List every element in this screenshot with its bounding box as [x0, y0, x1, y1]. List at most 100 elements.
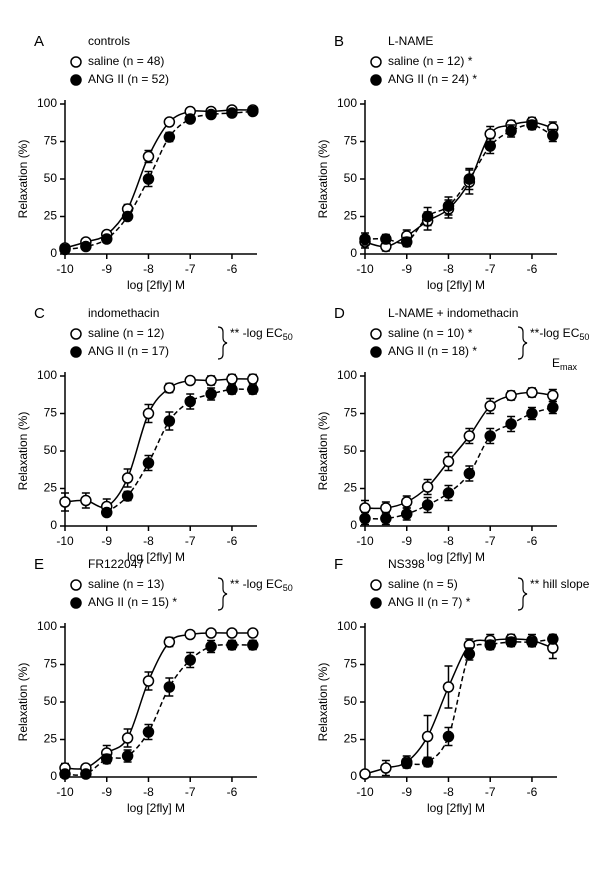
data-point [380, 233, 392, 245]
panel-label: D [334, 305, 345, 322]
data-point [359, 502, 371, 514]
panel-title: NS398 [388, 557, 425, 571]
data-point [463, 648, 476, 660]
data-point [226, 373, 238, 385]
data-point [484, 430, 496, 442]
annotation-text: **-log EC [530, 326, 580, 340]
panel-title: indomethacin [88, 306, 159, 320]
annotation: **-log EC50 [530, 326, 589, 342]
legend-label: saline (n = 12) [88, 326, 164, 340]
data-point [400, 496, 413, 508]
data-point [247, 373, 259, 385]
data-point [463, 430, 476, 442]
data-point [142, 457, 155, 469]
data-point [421, 730, 434, 743]
data-point [121, 472, 134, 484]
x-tick-label: -8 [443, 785, 454, 799]
x-tick-label: -9 [401, 534, 412, 548]
legend-label: ANG II (n = 7) * [388, 595, 471, 609]
data-point [526, 386, 538, 399]
data-point [442, 487, 455, 499]
data-point [247, 627, 259, 639]
brace [517, 577, 528, 611]
panel: F NS398 0 25 50 75 100 -10 -9 -8 -7 -6 log [2fly] M R… [316, 556, 590, 815]
y-tick-label: 75 [344, 657, 358, 671]
data-point [400, 757, 413, 770]
legend-marker [70, 74, 82, 86]
y-tick-label: 50 [44, 694, 58, 708]
data-point [184, 113, 196, 125]
data-point [121, 732, 134, 744]
data-point [142, 407, 155, 420]
x-tick-label: -6 [527, 785, 538, 799]
data-point [163, 131, 176, 143]
x-tick-label: -6 [227, 785, 238, 799]
panel: B L-NAME 0 25 50 75 100 -10 -9 -8 -7 -6 log [2fly] M… [316, 33, 559, 292]
data-point [100, 506, 113, 519]
fit-curve [64, 378, 253, 509]
data-point [205, 388, 217, 400]
data-point [547, 401, 559, 414]
data-point [421, 499, 434, 511]
legend-label: ANG II (n = 15) * [88, 595, 177, 609]
x-tick-label: -6 [527, 534, 538, 548]
x-tick-label: -10 [56, 785, 74, 799]
data-point [184, 395, 196, 408]
x-tick-label: -7 [485, 785, 496, 799]
legend-marker [70, 328, 82, 340]
data-point [59, 496, 71, 508]
panel: D L-NAME + indomethacin 0 25 50 75 100 -10 -9 -8 -… [316, 305, 589, 564]
y-tick-label: 100 [337, 619, 357, 633]
data-point [121, 210, 134, 223]
x-tick-label: -6 [227, 534, 238, 548]
legend-marker [70, 346, 82, 358]
legend-label: ANG II (n = 52) [88, 72, 169, 86]
data-point [505, 389, 517, 402]
data-point [142, 150, 155, 163]
x-tick-label: -10 [56, 534, 74, 548]
annotation-subscript: 50 [283, 583, 293, 593]
legend-marker [370, 579, 382, 591]
annotation-text: ** hill slope [530, 577, 590, 591]
data-point [463, 467, 476, 480]
data-point [163, 636, 176, 648]
fit-curve [406, 638, 553, 766]
y-axis-label: Relaxation (%) [316, 140, 330, 219]
y-tick-label: 0 [50, 518, 57, 532]
data-point [80, 494, 92, 507]
y-tick-label: 100 [337, 96, 357, 110]
data-point [205, 640, 217, 653]
data-point [163, 681, 176, 693]
y-tick-label: 100 [37, 619, 57, 633]
data-point [226, 383, 238, 396]
data-point [526, 119, 538, 131]
annotation-subscript: 50 [579, 332, 589, 342]
y-tick-label: 75 [344, 406, 358, 420]
legend-marker [370, 74, 382, 86]
data-point [547, 129, 559, 142]
data-point [100, 753, 113, 765]
data-point [163, 116, 176, 128]
brace [217, 326, 228, 360]
y-tick-label: 0 [350, 518, 357, 532]
data-point [547, 389, 559, 402]
y-tick-label: 50 [344, 694, 358, 708]
data-point [205, 374, 217, 387]
panel: E FR122047 0 25 50 75 100 -10 -9 -8 -7 -6 log [2fly]… [16, 556, 293, 815]
legend-marker [370, 346, 382, 358]
y-tick-label: 100 [337, 368, 357, 382]
data-point [442, 681, 455, 693]
x-tick-label: -8 [443, 262, 454, 276]
fit-curve [364, 406, 554, 520]
panel-label: F [334, 556, 343, 573]
x-axis-label: log [2fly] M [427, 278, 485, 292]
panel-label: A [34, 33, 44, 50]
data-point [247, 383, 259, 396]
legend-label: ANG II (n = 18) * [388, 344, 477, 358]
data-point [505, 418, 517, 430]
x-axis-label: log [2fly] M [427, 550, 485, 564]
legend-label: ANG II (n = 17) [88, 344, 169, 358]
data-point [142, 173, 155, 185]
data-point [226, 107, 238, 119]
data-point [380, 512, 392, 525]
